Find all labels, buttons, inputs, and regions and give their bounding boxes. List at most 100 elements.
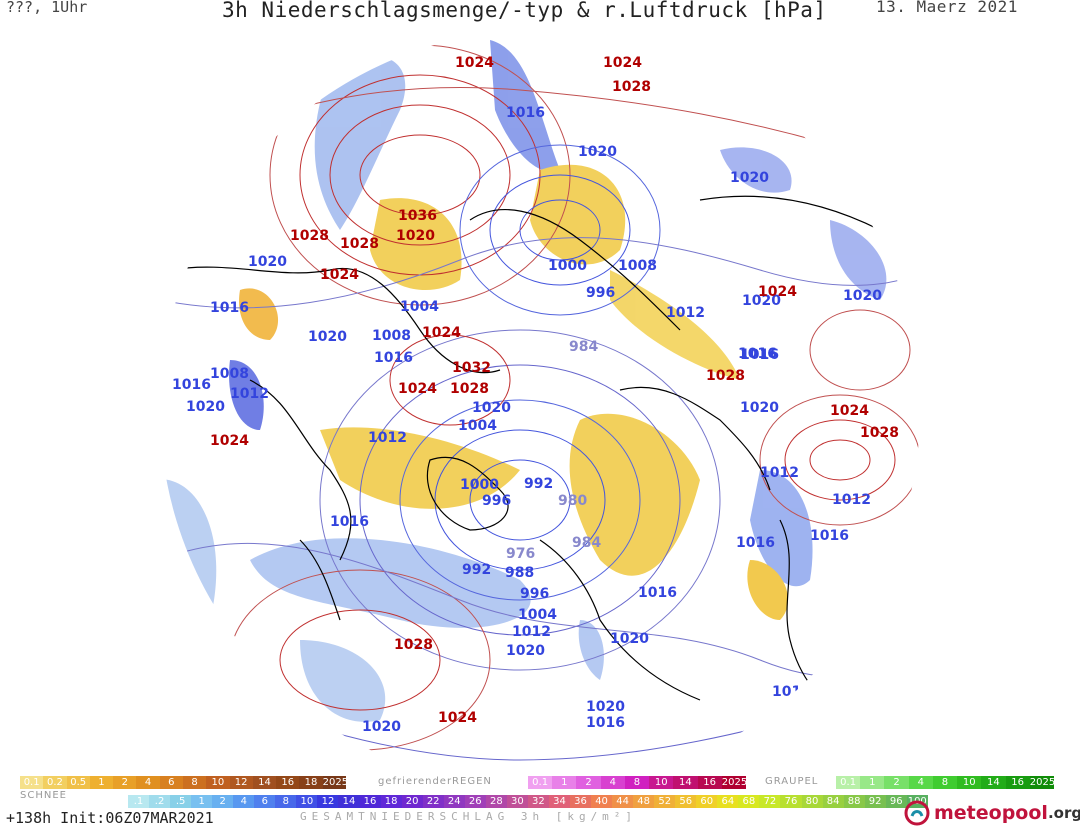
total-legend-cell: 14: [338, 795, 360, 808]
pressure-label: 1012: [368, 430, 407, 446]
snow-legend-cell: 0.2: [43, 776, 67, 789]
graupel-legend-cell: 0.1: [836, 776, 861, 789]
pressure-label: 1024: [830, 403, 869, 419]
pressure-label: 1012: [760, 465, 799, 481]
pressure-label: 1020: [186, 399, 225, 415]
freezing-rain-legend-cell: 14: [673, 776, 698, 789]
total-legend-cell: .1: [128, 795, 150, 808]
pressure-label: 1020: [362, 719, 401, 735]
pressure-label: 1012: [666, 305, 705, 321]
pressure-label: 1004: [458, 418, 497, 434]
total-legend-cell: 76: [780, 795, 802, 808]
forecast-date: 13. Maerz 2021: [876, 0, 1018, 16]
total-legend-cell: 1: [191, 795, 213, 808]
pressure-label: 1016: [374, 350, 413, 366]
pressure-label: 1020: [610, 631, 649, 647]
total-precipitation-legend: .1.2.5 1 2 4 6 8 10 12 14 16 18 20 22 24 26 28 30 32 34 36 4…: [128, 795, 928, 808]
pressure-label: 1008: [372, 328, 411, 344]
total-legend-cell: 22: [422, 795, 444, 808]
pressure-label: 1012: [512, 624, 551, 640]
pressure-label: 1020: [308, 329, 347, 345]
pressure-label: 1008: [618, 258, 657, 274]
total-legend-cell: 24: [443, 795, 465, 808]
total-legend-cell: 80: [801, 795, 823, 808]
pressure-label: 1020: [742, 293, 781, 309]
pressure-label: 1012: [832, 492, 871, 508]
pressure-label: 1024: [438, 710, 477, 726]
pressure-label: 1016: [506, 105, 545, 121]
total-legend-cell: 84: [822, 795, 844, 808]
pressure-label: 1004: [518, 607, 557, 623]
logo-name: meteopool: [934, 802, 1048, 824]
freezing-rain-legend-cell: 0.1: [528, 776, 553, 789]
pressure-label: 1024: [320, 267, 359, 283]
total-legend-cell: 10: [296, 795, 318, 808]
total-legend-cell: 72: [759, 795, 781, 808]
pressure-label: 984: [569, 339, 598, 355]
total-legend-cell: 56: [675, 795, 697, 808]
pressure-label: 1012: [230, 386, 269, 402]
snow-legend-cell: 0.1: [20, 776, 44, 789]
pressure-label: 1000: [548, 258, 587, 274]
freezing-rain-legend-cell: 10: [649, 776, 674, 789]
graupel-legend-title: GRAUPEL: [765, 776, 819, 787]
pressure-label: 1028: [450, 381, 489, 397]
pressure-label: 1036: [398, 208, 437, 224]
pressure-label: 1016: [738, 346, 777, 362]
pressure-label: 1016: [638, 585, 677, 601]
pressure-label: 1028: [394, 637, 433, 653]
pressure-label: 1020: [730, 170, 769, 186]
graupel-legend-cell: 10: [957, 776, 982, 789]
total-legend-cell: 20: [401, 795, 423, 808]
pressure-label: 1020: [740, 400, 779, 416]
coastlines: [169, 195, 915, 721]
pressure-label: 1020: [578, 144, 617, 160]
graupel-legend-cell: 2: [884, 776, 909, 789]
pressure-label: 1016: [810, 528, 849, 544]
meteopool-logo[interactable]: meteopool .org: [904, 800, 1080, 826]
snow-legend-cell: 0.5: [66, 776, 90, 789]
total-legend-cell: 48: [633, 795, 655, 808]
pressure-label: 1016: [330, 514, 369, 530]
pressure-label: 1024: [758, 284, 797, 300]
snow-legend-cell: 8: [182, 776, 207, 789]
pressure-label: 1028: [290, 228, 329, 244]
graupel-legend-cell: 14: [981, 776, 1006, 789]
pressure-label: 1004: [400, 299, 439, 315]
total-legend-cell: 40: [591, 795, 613, 808]
snow-legend-cell: 4: [136, 776, 160, 789]
graupel-legend-cell: 1: [860, 776, 885, 789]
pressure-label: 1028: [706, 368, 745, 384]
total-legend-cell: 12: [317, 795, 339, 808]
pressure-label: 984: [572, 535, 601, 551]
freezing-rain-legend-cell: 4: [600, 776, 625, 789]
meteopool-logo-icon: [904, 800, 930, 826]
total-legend-cell: 68: [738, 795, 760, 808]
pressure-label: 1020: [396, 228, 435, 244]
total-legend-cell: 26: [464, 795, 486, 808]
total-legend-cell: .2: [149, 795, 171, 808]
freezing-rain-legend-cell: 1: [552, 776, 577, 789]
snow-legend-cell: 14: [252, 776, 277, 789]
pressure-label: 1020: [248, 254, 287, 270]
total-legend-cell: 28: [485, 795, 507, 808]
pressure-label: 988: [505, 565, 534, 581]
freezing-rain-legend-title: gefrierenderREGEN: [378, 776, 492, 787]
map-title: 3h Niederschlagsmenge/-typ & r.Luftdruck…: [222, 0, 827, 22]
pressure-label: 1016: [210, 300, 249, 316]
pressure-label: 1008: [210, 366, 249, 382]
forecast-time-label: ???, 1Uhr: [6, 0, 88, 16]
pressure-label: 992: [462, 562, 491, 578]
total-legend-cell: 44: [612, 795, 634, 808]
isobar-lines: [160, 44, 920, 761]
pressure-label: 1028: [612, 79, 651, 95]
snow-legend-cell: 1: [89, 776, 114, 789]
pressure-label: 1032: [452, 360, 491, 376]
pressure-label: 992: [524, 476, 553, 492]
total-legend-cell: 52: [654, 795, 676, 808]
total-legend-cell: 34: [548, 795, 570, 808]
